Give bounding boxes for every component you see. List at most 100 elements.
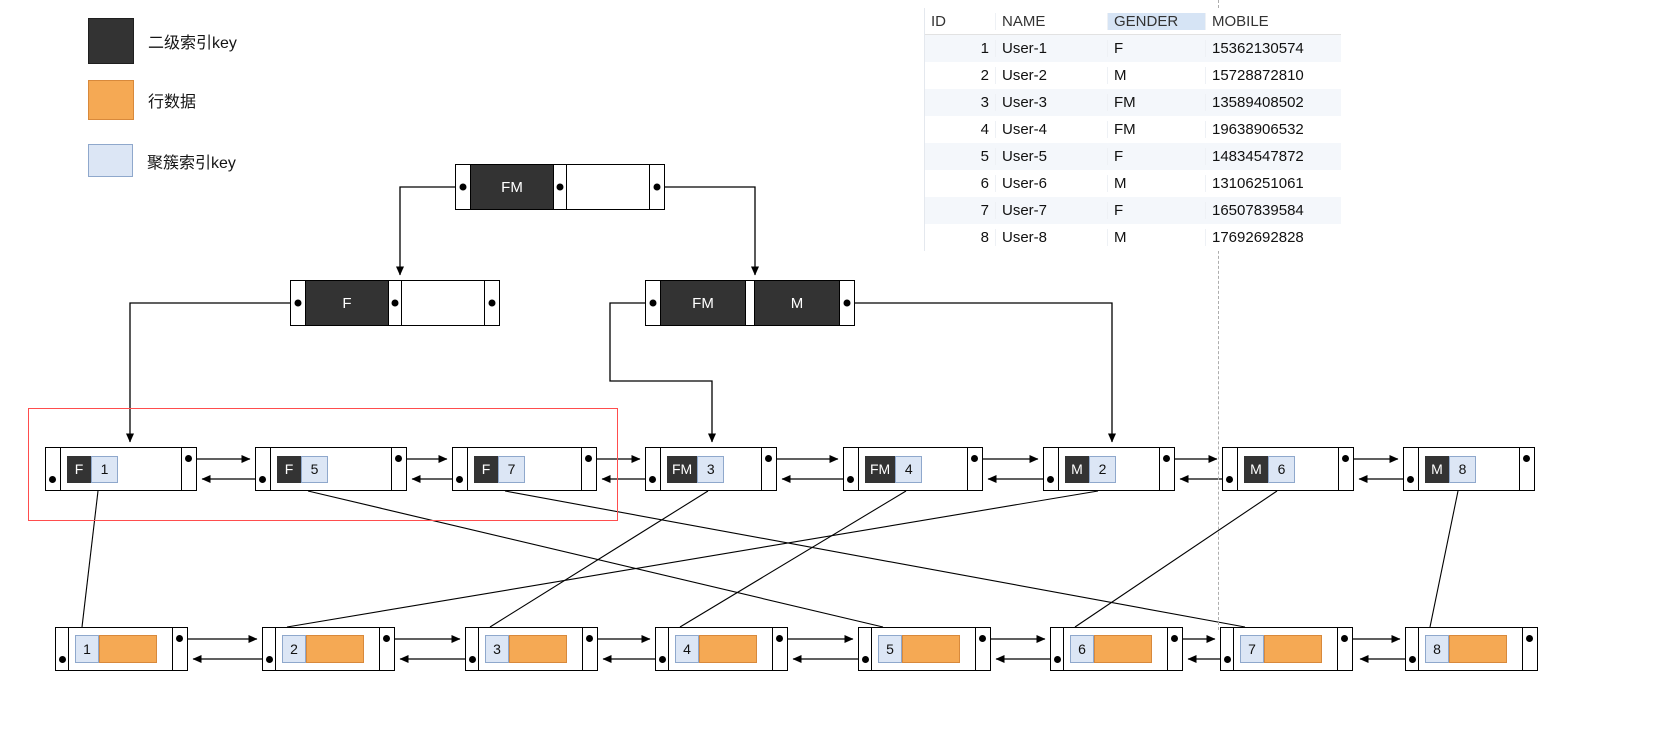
- cell-mobile: 16507839584: [1205, 202, 1341, 219]
- row-data-box: [1094, 635, 1152, 663]
- prev-pointer-cell: [263, 628, 276, 670]
- secondary-index-key: F: [306, 281, 388, 325]
- pointer-dot: [1526, 635, 1533, 642]
- data-node-content: 1: [69, 628, 157, 670]
- legend-item-secondary-index-key: 二级索引key: [88, 18, 237, 64]
- data-node-content: 7: [1234, 628, 1322, 670]
- cell-gender: F: [1107, 148, 1205, 165]
- row-data-box: [306, 635, 364, 663]
- cell-gender: FM: [1107, 121, 1205, 138]
- clustered-key: 3: [485, 635, 509, 663]
- row-data-swatch: [88, 80, 134, 120]
- row-data-box: [509, 635, 567, 663]
- pointer-dot: [776, 635, 783, 642]
- prev-pointer-cell: [1404, 448, 1419, 490]
- prev-pointer-cell: [859, 628, 872, 670]
- cell-gender: M: [1107, 229, 1205, 246]
- next-pointer-cell: [761, 448, 776, 490]
- pointer-dot: [391, 299, 399, 307]
- next-pointer-cell: [1519, 448, 1534, 490]
- secondary-leaf-f5: F 5: [255, 447, 407, 491]
- clustered-key: 1: [75, 635, 99, 663]
- table-row: 8 User-8 M 17692692828: [925, 224, 1341, 251]
- secondary-leaf-m2: M 2: [1043, 447, 1175, 491]
- table-row: 4 User-4 FM 19638906532: [925, 116, 1341, 143]
- next-pointer-cell: [379, 628, 394, 670]
- btree-internal-node-f: F: [290, 280, 500, 326]
- pointer-dot: [259, 476, 266, 483]
- pointer-dot: [1342, 455, 1349, 462]
- table-header-row: ID NAME GENDER MOBILE: [925, 8, 1341, 35]
- clustered-key: 1: [91, 455, 118, 483]
- legend-item-row-data: 行数据: [88, 80, 196, 120]
- data-row-node-8: 8: [1405, 627, 1538, 671]
- cell-name: User-4: [995, 121, 1107, 138]
- pointer-dot: [49, 476, 56, 483]
- cell-mobile: 19638906532: [1205, 121, 1341, 138]
- pointer-cell: [646, 281, 661, 325]
- pointer-dot: [1054, 656, 1061, 663]
- cell-id: 4: [980, 121, 989, 138]
- next-pointer-cell: [172, 628, 187, 670]
- pointer-dot: [456, 476, 463, 483]
- cell-mobile: 15362130574: [1205, 40, 1341, 57]
- pointer-cell: [484, 281, 499, 325]
- prev-pointer-cell: [1406, 628, 1419, 670]
- pointer-dot: [585, 455, 592, 462]
- next-pointer-cell: [975, 628, 990, 670]
- pointer-dot: [1047, 476, 1054, 483]
- secondary-index-key-swatch: [88, 18, 134, 64]
- data-node-content: 2: [276, 628, 364, 670]
- empty-key-slot: [402, 281, 484, 325]
- prev-pointer-cell: [1044, 448, 1059, 490]
- clustered-key: 2: [282, 635, 306, 663]
- pointer-dot: [862, 656, 869, 663]
- secondary-key: F: [277, 455, 301, 483]
- secondary-index-key: M: [755, 281, 839, 325]
- data-node-content: 5: [872, 628, 960, 670]
- table-row: 6 User-6 M 13106251061: [925, 170, 1341, 197]
- cell-name: User-7: [995, 202, 1107, 219]
- next-pointer-cell: [1337, 628, 1352, 670]
- next-pointer-cell: [391, 448, 406, 490]
- clustered-key: 3: [697, 455, 725, 483]
- line-leaf-f7-to-row7: [504, 490, 1246, 628]
- data-node-content: 4: [669, 628, 757, 670]
- column-header-gender: GENDER: [1107, 12, 1205, 30]
- table-body: 1 User-1 F 15362130574 2 User-2 M 157288…: [925, 35, 1341, 251]
- clustered-key: 6: [1268, 455, 1295, 483]
- legend-label: 二级索引key: [148, 35, 237, 52]
- secondary-leaf-m8: M 8: [1403, 447, 1535, 491]
- data-row-node-3: 3: [465, 627, 598, 671]
- cell-gender: M: [1107, 67, 1205, 84]
- data-row-node-7: 7: [1220, 627, 1353, 671]
- prev-pointer-cell: [844, 448, 859, 490]
- pointer-dot: [556, 183, 564, 191]
- pointer-dot: [649, 299, 657, 307]
- pointer-cell: [649, 165, 664, 209]
- row-data-box: [1449, 635, 1507, 663]
- next-pointer-cell: [582, 628, 597, 670]
- secondary-leaf-f7: F 7: [452, 447, 597, 491]
- pointer-dot: [971, 455, 978, 462]
- cell-id: 2: [980, 67, 989, 84]
- pointer-dot: [847, 476, 854, 483]
- next-pointer-cell: [1338, 448, 1353, 490]
- leaf-content: M 6: [1238, 448, 1295, 490]
- secondary-leaf-f1: F 1: [45, 447, 197, 491]
- cell-name: User-3: [995, 94, 1107, 111]
- cell-gender: F: [1107, 202, 1205, 219]
- clustered-key: 4: [895, 455, 923, 483]
- secondary-index-key: FM: [471, 165, 553, 209]
- table-row: 3 User-3 FM 13589408502: [925, 89, 1341, 116]
- row-data-box: [99, 635, 157, 663]
- page-divider-dashed-line: [1218, 0, 1219, 630]
- prev-pointer-cell: [1051, 628, 1064, 670]
- pointer-dot: [488, 299, 496, 307]
- secondary-key: M: [1065, 455, 1089, 483]
- data-row-node-4: 4: [655, 627, 788, 671]
- line-leaf-m2-to-row2: [286, 490, 1099, 628]
- pointer-dot: [653, 183, 661, 191]
- btree-internal-node-fm-m: FM M: [645, 280, 855, 326]
